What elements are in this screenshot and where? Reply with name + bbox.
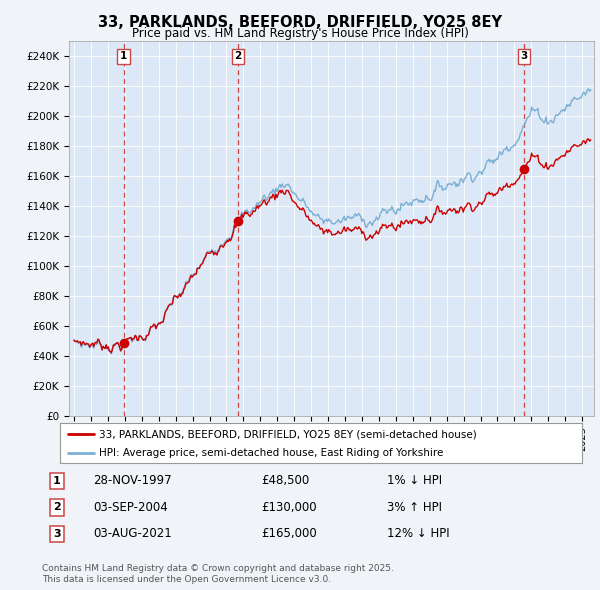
Text: 1: 1 (120, 51, 127, 61)
Text: 33, PARKLANDS, BEEFORD, DRIFFIELD, YO25 8EY: 33, PARKLANDS, BEEFORD, DRIFFIELD, YO25 … (98, 15, 502, 30)
Text: Contains HM Land Registry data © Crown copyright and database right 2025.: Contains HM Land Registry data © Crown c… (42, 565, 394, 573)
Text: £48,500: £48,500 (261, 474, 309, 487)
Text: 03-AUG-2021: 03-AUG-2021 (93, 527, 172, 540)
Text: £130,000: £130,000 (261, 501, 317, 514)
Text: 2: 2 (53, 503, 61, 512)
Text: 12% ↓ HPI: 12% ↓ HPI (387, 527, 449, 540)
Text: 28-NOV-1997: 28-NOV-1997 (93, 474, 172, 487)
Text: 03-SEP-2004: 03-SEP-2004 (93, 501, 168, 514)
Text: 3% ↑ HPI: 3% ↑ HPI (387, 501, 442, 514)
Text: This data is licensed under the Open Government Licence v3.0.: This data is licensed under the Open Gov… (42, 575, 331, 584)
Text: 3: 3 (53, 529, 61, 539)
Text: Price paid vs. HM Land Registry's House Price Index (HPI): Price paid vs. HM Land Registry's House … (131, 27, 469, 40)
Text: 1% ↓ HPI: 1% ↓ HPI (387, 474, 442, 487)
Text: 2: 2 (234, 51, 241, 61)
Text: 33, PARKLANDS, BEEFORD, DRIFFIELD, YO25 8EY (semi-detached house): 33, PARKLANDS, BEEFORD, DRIFFIELD, YO25 … (99, 430, 477, 440)
Text: 1: 1 (53, 476, 61, 486)
Text: HPI: Average price, semi-detached house, East Riding of Yorkshire: HPI: Average price, semi-detached house,… (99, 448, 443, 458)
Text: £165,000: £165,000 (261, 527, 317, 540)
Text: 3: 3 (521, 51, 528, 61)
